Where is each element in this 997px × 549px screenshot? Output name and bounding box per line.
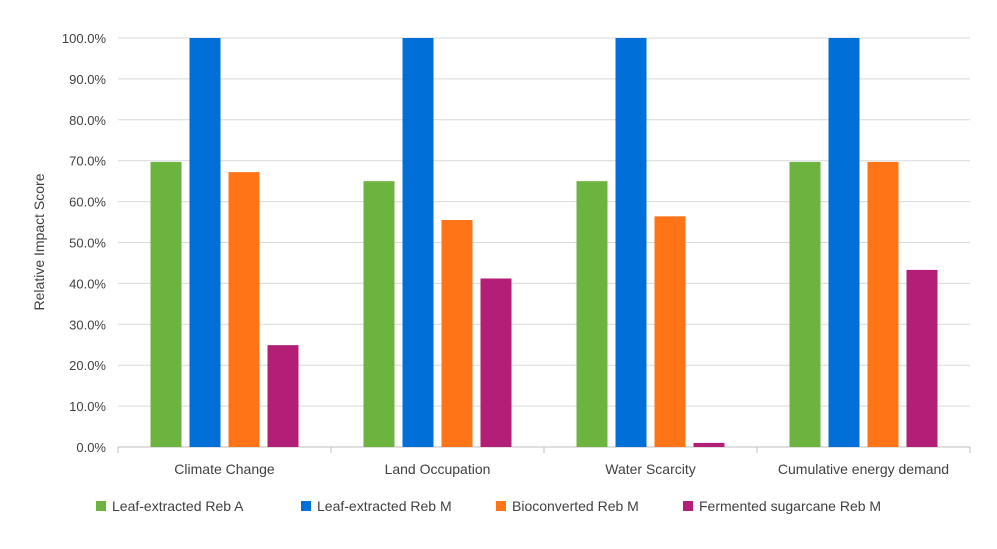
bar bbox=[576, 181, 608, 447]
legend: Leaf-extracted Reb A Leaf-extracted Reb M… bbox=[96, 498, 881, 514]
y-tick-label: 60.0% bbox=[69, 195, 106, 210]
legend-label: Leaf-extracted Reb A bbox=[112, 498, 244, 514]
bars bbox=[150, 38, 938, 448]
bar bbox=[363, 181, 395, 447]
legend-swatch bbox=[683, 501, 693, 511]
y-tick-label: 50.0% bbox=[69, 236, 106, 251]
bar bbox=[402, 38, 434, 447]
bar bbox=[189, 38, 221, 447]
bar bbox=[441, 220, 473, 447]
bar bbox=[480, 278, 512, 447]
y-tick-label: 20.0% bbox=[69, 358, 106, 373]
bar bbox=[789, 161, 821, 447]
legend-swatch bbox=[96, 501, 106, 511]
x-tick-label: Cumulative energy demand bbox=[778, 461, 949, 477]
bar bbox=[867, 161, 899, 447]
bar bbox=[693, 442, 725, 447]
y-axis-ticks: 0.0% 10.0% 20.0% 30.0% 40.0% 50.0% 60.0% 70.0% 8… bbox=[62, 31, 107, 455]
bar bbox=[228, 172, 260, 448]
legend-label: Leaf-extracted Reb M bbox=[317, 498, 452, 514]
legend-label: Bioconverted Reb M bbox=[512, 498, 639, 514]
bar bbox=[654, 216, 686, 447]
y-tick-label: 0.0% bbox=[76, 440, 106, 455]
x-tick-label: Climate Change bbox=[174, 461, 275, 477]
y-axis-label: Relative Impact Score bbox=[31, 173, 47, 310]
legend-swatch bbox=[301, 501, 311, 511]
x-tick-label: Water Scarcity bbox=[605, 461, 696, 477]
bar bbox=[150, 161, 182, 447]
legend-swatch bbox=[496, 501, 506, 511]
bar bbox=[615, 38, 647, 447]
x-axis: Climate Change Land Occupation Water Scarc… bbox=[117, 447, 971, 477]
legend-label: Fermented sugarcane Reb M bbox=[699, 498, 881, 514]
gridlines bbox=[118, 37, 970, 448]
bar bbox=[828, 38, 860, 447]
y-tick-label: 70.0% bbox=[69, 154, 106, 169]
y-tick-label: 100.0% bbox=[62, 31, 107, 46]
y-tick-label: 30.0% bbox=[69, 317, 106, 332]
x-tick-label: Land Occupation bbox=[385, 461, 491, 477]
y-tick-label: 90.0% bbox=[69, 72, 106, 87]
y-tick-label: 40.0% bbox=[69, 276, 106, 291]
y-tick-label: 80.0% bbox=[69, 113, 106, 128]
bar bbox=[267, 345, 299, 447]
y-tick-label: 10.0% bbox=[69, 399, 106, 414]
bar bbox=[906, 269, 938, 447]
